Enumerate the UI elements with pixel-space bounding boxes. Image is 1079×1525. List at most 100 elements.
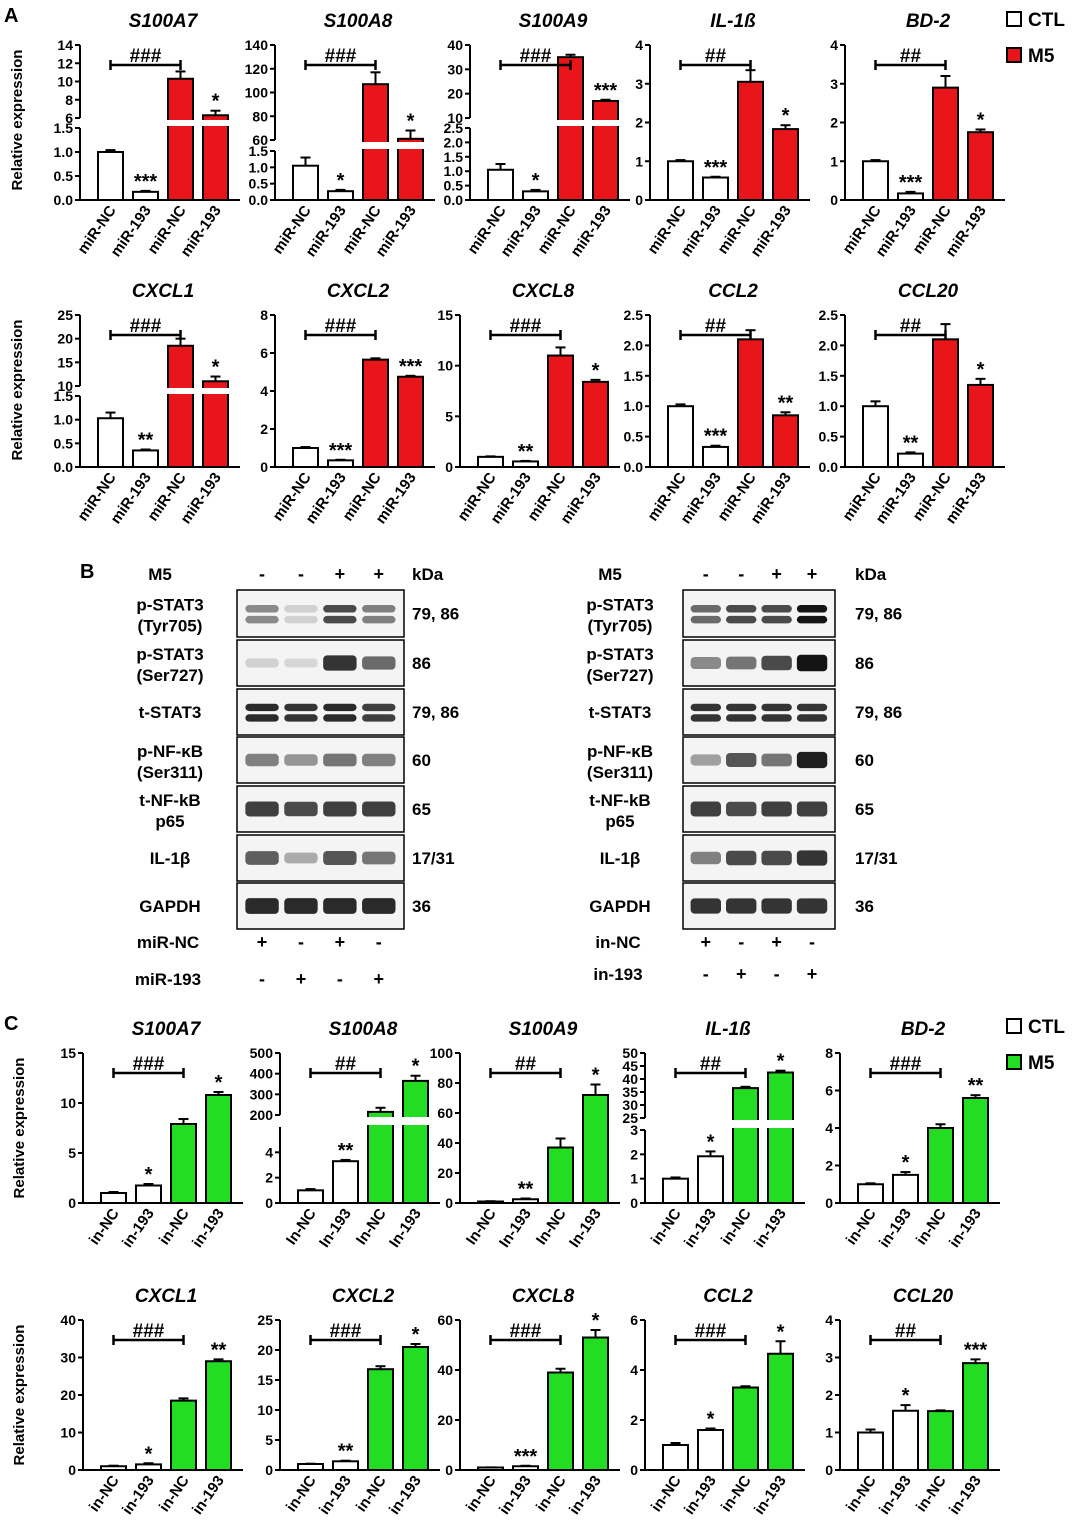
y-tick-label: 1 [635, 153, 643, 169]
bar [892, 1409, 919, 1471]
x-tick-label: In-193 [496, 1206, 535, 1251]
bar [205, 1360, 232, 1471]
blot-band [796, 605, 828, 613]
chart-c-4: IL-1ß0123253035404550in-NC*in-193in-NC*i… [622, 1019, 805, 1251]
y-tick-label: 2.5 [624, 307, 644, 323]
x-tick-label: in-NC [843, 1205, 880, 1248]
legend-label-m5-a: M5 [1028, 46, 1055, 67]
significance-mark: * [215, 1072, 223, 1094]
blot-band [323, 605, 357, 613]
blot-b-right: M5 - - + + kDa p-STAT3 (Tyr705) 79, 86 p-STAT3 (Se… [586, 564, 902, 984]
bar [402, 1346, 429, 1471]
blot-band [726, 714, 757, 722]
y-tick-label: 5 [445, 408, 453, 424]
bar [897, 452, 924, 468]
legend-panel-a: CTL M5 [1006, 10, 1065, 67]
blot-band [323, 898, 357, 914]
bar [132, 449, 159, 468]
significance-mark: ** [778, 392, 794, 414]
blot-band [245, 801, 279, 817]
x-tick-label: in-NC [86, 1472, 123, 1515]
blot-row-label: p65 [155, 812, 184, 831]
blot-footer-sign: - [703, 964, 709, 984]
significance-mark: ** [968, 1075, 984, 1097]
y-tick-label: 1.0 [54, 412, 74, 428]
chart-title: CXCL8 [512, 1286, 575, 1307]
bar [205, 1094, 232, 1204]
chart-title: S100A9 [509, 1019, 578, 1040]
y-tick-label: 0.5 [444, 178, 464, 194]
chart-c-8: CXCL80204060in-NC***in-193in-NC*in-193##… [437, 1286, 620, 1518]
significance-mark: *** [899, 172, 923, 194]
x-tick-label: in-193 [751, 1206, 790, 1251]
x-tick-label: In-NC [463, 1205, 500, 1248]
chart-title: IL-1ß [705, 1019, 751, 1040]
blot-band [362, 615, 396, 624]
hash-mark: ### [510, 1321, 542, 1342]
y-tick-label: 2 [265, 1170, 273, 1186]
bar [297, 1189, 324, 1205]
significance-mark: ** [338, 1140, 354, 1162]
blot-kda-value: 65 [855, 800, 874, 819]
bar [732, 1386, 759, 1471]
blot-row: p-STAT3 (Tyr705) 79, 86 [136, 589, 459, 638]
legend-label-m5-c: M5 [1028, 1053, 1055, 1074]
blot-band [284, 852, 318, 864]
chart-a-6: CXCL10.00.51.01.510152025miR-NC**miR-193… [54, 281, 240, 527]
blot-band [690, 851, 721, 865]
x-tick-label: in-193 [386, 1473, 425, 1518]
blot-row: t-NF-kB p65 65 [139, 785, 431, 833]
y-tick-label: 2 [830, 115, 838, 131]
y-tick-label: 0 [265, 1195, 273, 1211]
bar [547, 1146, 574, 1204]
y-tick-label: 200 [250, 1107, 274, 1123]
y-tick-label: 10 [257, 1402, 273, 1418]
bar [582, 380, 609, 469]
y-axis-labels: Relative expression Relative expression … [9, 50, 28, 1466]
blot-footer-label: miR-NC [137, 933, 199, 952]
y-tick-label: 100 [430, 1045, 454, 1061]
bar [135, 1184, 162, 1204]
y-tick-label: 20 [437, 1412, 453, 1428]
blot-footer-sign: + [701, 932, 712, 952]
bar [170, 1399, 197, 1471]
blot-kda-value: 36 [412, 897, 431, 916]
chart-a-5: BD-201234miR-NC***miR-193miR-NC*miR-193#… [830, 11, 1005, 260]
blot-kda-value: 60 [855, 751, 874, 770]
y-tick-label: 6 [825, 1083, 833, 1099]
y-tick-label: 2 [825, 1158, 833, 1174]
blot-band [796, 654, 828, 672]
chart-a-7: CXCL202468miR-NC***miR-193miR-NC***miR-1… [260, 281, 435, 527]
bar [702, 176, 729, 201]
ylabel-a-row2: Relative expression [9, 320, 26, 461]
y-tick-label: 1.5 [54, 120, 74, 136]
chart-title: CXCL2 [327, 281, 390, 302]
panel-letter-c: C [4, 1013, 18, 1035]
y-tick-label: 40 [447, 37, 463, 53]
x-tick-label: in-NC [843, 1472, 880, 1515]
y-tick-label: 3 [630, 1122, 638, 1138]
chart-title: CXCL1 [132, 281, 194, 302]
bar [932, 86, 959, 201]
hash-mark: ### [330, 1321, 362, 1342]
y-tick-label: 40 [437, 1135, 453, 1151]
blot-footer-sign: + [736, 964, 747, 984]
bar [967, 131, 994, 201]
y-tick-label: 5 [265, 1432, 273, 1448]
blot-kda-value: 79, 86 [412, 605, 459, 624]
blot-footer-label: in-193 [593, 965, 642, 984]
legend-swatch-m5-a [1006, 47, 1022, 63]
bar [97, 417, 124, 469]
x-tick-label: in-193 [119, 1206, 158, 1251]
blot-band [284, 754, 318, 766]
blot-band [362, 656, 396, 670]
x-tick-label: in-193 [751, 1473, 790, 1518]
blot-row-label: t-NF-kB [139, 791, 200, 810]
bar [862, 160, 889, 201]
significance-mark: *** [399, 356, 423, 378]
y-tick-label: 12 [57, 55, 73, 71]
blot-row: t-NF-kB p65 65 [589, 785, 874, 833]
significance-mark: * [902, 1385, 910, 1407]
significance-mark: * [777, 1051, 785, 1073]
blot-footer-sign: + [771, 932, 782, 952]
